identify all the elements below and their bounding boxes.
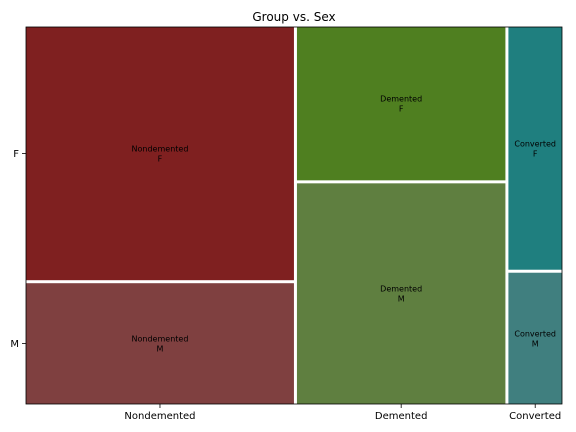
tile-label-converted-f-1: F [533, 149, 538, 158]
tile-demented-f [296, 27, 506, 181]
tile-label-nondemented-f-1: F [158, 155, 163, 164]
tile-label-converted-f-0: Converted [514, 139, 556, 148]
tile-label-nondemented-f-0: Nondemented [132, 145, 189, 154]
plot-frame [25, 26, 563, 405]
tile-nondemented-f [26, 27, 294, 281]
y-tick-label-f: F [13, 149, 19, 160]
tile-converted-f [508, 27, 562, 270]
tile-label-demented-f-1: F [399, 105, 404, 114]
tile-nondemented-m [26, 283, 294, 404]
tile-label-nondemented-m-0: Nondemented [132, 335, 189, 344]
mosaic-tiles: NondementedFNondementedMDementedFDemente… [26, 27, 562, 404]
x-tick-label-demented: Demented [375, 411, 428, 422]
x-tick-label-converted: Converted [509, 411, 561, 422]
tile-label-converted-m-1: M [532, 339, 539, 348]
tile-label-demented-m-0: Demented [380, 285, 422, 294]
tile-label-nondemented-m-1: M [157, 345, 164, 354]
tile-converted-m [508, 272, 562, 404]
x-tick-label-nondemented: Nondemented [124, 411, 195, 422]
y-tick-label-m: M [10, 339, 19, 350]
tile-label-demented-f-0: Demented [380, 95, 422, 104]
chart-title: Group vs. Sex [252, 10, 335, 24]
tile-demented-m [296, 183, 506, 404]
tile-label-demented-m-1: M [398, 295, 405, 304]
tile-label-converted-m-0: Converted [514, 329, 556, 338]
